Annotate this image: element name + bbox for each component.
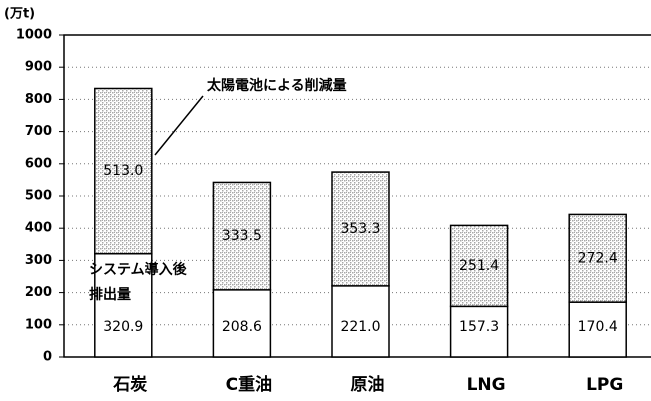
value-label: 170.4 — [578, 319, 618, 335]
annotation: 太陽電池による削減量 — [207, 77, 347, 94]
y-tick-label: 0 — [43, 350, 52, 365]
bar-segment — [94, 87, 153, 255]
x-tick-label: C重油 — [226, 374, 272, 395]
value-label: 208.6 — [222, 319, 262, 335]
x-tick-label: 石炭 — [112, 374, 147, 395]
x-tick-label: LNG — [467, 375, 506, 395]
bar-segment — [331, 171, 390, 287]
value-label: 157.3 — [459, 319, 499, 335]
bar-segment — [94, 252, 153, 358]
bar-segment — [212, 289, 272, 358]
x-tick-label: LPG — [586, 375, 623, 395]
y-tick-label: 800 — [25, 92, 52, 107]
value-label: 272.4 — [578, 250, 618, 266]
value-label: 513.0 — [103, 163, 143, 179]
x-tick-label: 原油 — [351, 374, 385, 395]
value-label: 221.0 — [340, 319, 380, 335]
bar-segment — [449, 224, 509, 308]
y-tick-label: 200 — [25, 285, 52, 300]
annotation: システム導入後排出量 — [89, 262, 187, 303]
y-tick-label: 700 — [25, 124, 52, 139]
annotation-box: システム導入後排出量 — [89, 262, 187, 303]
leader-line — [154, 95, 204, 156]
y-tick-label: 100 — [25, 317, 52, 332]
y-tick-label: 400 — [25, 221, 52, 236]
y-tick-label: 500 — [25, 189, 52, 204]
y-axis-label: (万t) — [4, 7, 35, 22]
bar-segment — [568, 213, 627, 303]
y-tick-label: 900 — [25, 60, 52, 75]
bar-segment — [212, 181, 272, 291]
y-tick-label: 1000 — [16, 28, 52, 43]
bar-segment — [331, 285, 390, 358]
value-label: 353.3 — [340, 221, 380, 237]
value-label: 251.4 — [459, 258, 499, 274]
y-tick-label: 600 — [25, 156, 52, 171]
y-tick-label: 300 — [25, 253, 52, 268]
value-label: 333.5 — [222, 228, 262, 244]
value-label: 320.9 — [103, 319, 143, 335]
